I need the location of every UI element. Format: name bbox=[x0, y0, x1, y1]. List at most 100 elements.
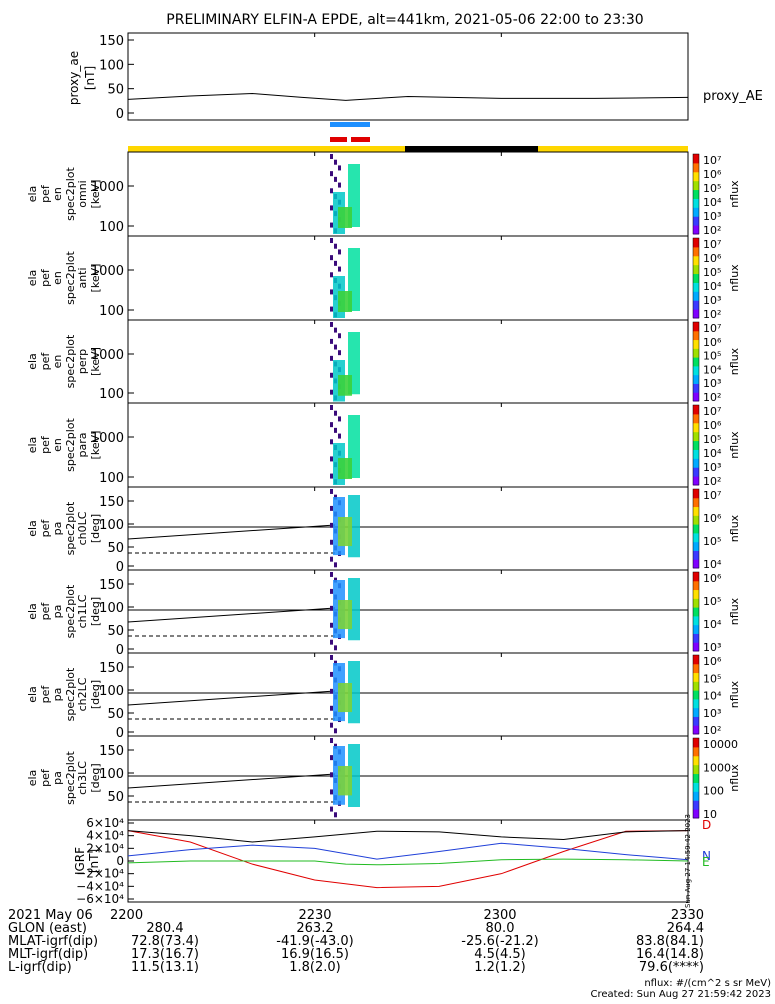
ylabel-line: en bbox=[51, 271, 64, 285]
science-zone-bar-red-2 bbox=[351, 137, 370, 142]
colorbar-label: nflux bbox=[728, 597, 741, 625]
colorbar-tick-label: 10³ bbox=[703, 707, 721, 720]
ytick-label: 50 bbox=[107, 541, 124, 556]
colorbar-tick-label: 10⁵ bbox=[703, 535, 721, 548]
colorbar-segment bbox=[693, 725, 699, 735]
colorbar-segment bbox=[693, 467, 699, 477]
ytick-label: 0 bbox=[116, 107, 124, 122]
spectrogram-patch bbox=[338, 517, 352, 547]
ytick-label: 150 bbox=[99, 578, 124, 593]
spectrogram-speckle bbox=[330, 722, 333, 728]
ytick-label: −4×10⁴ bbox=[76, 879, 124, 893]
ylabel-line: ela bbox=[26, 186, 39, 203]
proxy-ae-legend: proxy_AE bbox=[703, 89, 763, 104]
ylabel-line: en bbox=[51, 187, 64, 201]
spectrogram-speckle bbox=[330, 539, 333, 545]
colorbar-segment bbox=[693, 273, 699, 283]
ytick-label: 6×10⁴ bbox=[86, 816, 124, 830]
loss-cone-line bbox=[127, 524, 336, 540]
spectrogram-speckle bbox=[330, 688, 333, 694]
colorbar-segment bbox=[693, 449, 699, 459]
spectrogram-speckle bbox=[330, 772, 333, 778]
colorbar-frame bbox=[692, 404, 700, 486]
ylabel-line: spec2plot bbox=[64, 418, 77, 472]
ylabel-line: spec2plot bbox=[64, 751, 77, 805]
ylabel-line: [deg] bbox=[89, 680, 102, 709]
ephemeris-row-label: GLON (east) bbox=[8, 921, 87, 936]
igrf-series-line bbox=[127, 858, 689, 866]
ylabel-line: pef bbox=[39, 352, 52, 371]
spectrogram-speckle bbox=[330, 655, 333, 660]
spectrogram-speckle bbox=[330, 188, 333, 194]
colorbar-frame bbox=[692, 237, 700, 319]
spectrogram-patch bbox=[338, 683, 352, 713]
orbit-bar-shadow bbox=[405, 146, 538, 152]
colorbar-segment bbox=[693, 322, 699, 332]
colorbar-tick-label: 10⁴ bbox=[703, 280, 722, 293]
colorbar-segment bbox=[693, 746, 699, 757]
colorbar-tick-label: 10⁵ bbox=[703, 595, 721, 608]
colorbar-frame bbox=[692, 153, 700, 235]
spectrogram-speckle bbox=[330, 439, 333, 445]
igrf-legend-d: D bbox=[702, 818, 711, 832]
colorbar-tick-label: 10³ bbox=[703, 377, 721, 390]
colorbar-tick-label: 10⁶ bbox=[703, 572, 722, 585]
colorbar-tick-label: 10² bbox=[703, 724, 721, 737]
colorbar-segment bbox=[693, 383, 699, 393]
colorbar-segment bbox=[693, 357, 699, 367]
colorbar-label: nflux bbox=[728, 514, 741, 542]
spectrogram-speckle bbox=[330, 238, 333, 243]
time-tick-label: 2230 bbox=[298, 908, 331, 923]
ylabel-line: pa bbox=[51, 522, 64, 536]
spectrogram-speckle bbox=[330, 505, 333, 511]
spectrogram-speckle bbox=[334, 159, 337, 165]
colorbar-tick-label: 10⁴ bbox=[703, 690, 722, 703]
spectrogram-speckle bbox=[330, 272, 333, 278]
colorbar-tick-label: 10⁴ bbox=[703, 196, 722, 209]
ylabel-line: ch1LC bbox=[76, 594, 89, 628]
spectrogram-patch bbox=[338, 375, 352, 396]
date-label: 2021 May 06 bbox=[8, 908, 93, 923]
colorbar-segment bbox=[693, 809, 699, 819]
colorbar-tick-label: 10⁵ bbox=[703, 350, 721, 363]
figure-title: PRELIMINARY ELFIN-A EPDE, alt=441km, 202… bbox=[166, 12, 643, 28]
colorbar-segment bbox=[693, 550, 699, 560]
spectrogram-patch bbox=[338, 458, 352, 479]
igrf-series-line bbox=[127, 842, 689, 861]
colorbar-segment bbox=[693, 707, 699, 717]
spectrogram-speckle bbox=[334, 344, 337, 350]
colorbar-tick-label: 10⁴ bbox=[703, 618, 722, 631]
spectrogram-speckle bbox=[334, 410, 337, 416]
spectrogram-speckle bbox=[330, 556, 333, 562]
colorbar-tick-label: 10⁷ bbox=[703, 405, 721, 418]
colorbar-tick-label: 10⁶ bbox=[703, 336, 722, 349]
spectrogram-speckle bbox=[330, 154, 333, 159]
colorbar-segment bbox=[693, 497, 699, 508]
colorbar-segment bbox=[693, 422, 699, 433]
pa-ch0-frame bbox=[127, 486, 689, 571]
colorbar-segment bbox=[693, 309, 699, 319]
science-zone-bar-blue bbox=[330, 122, 370, 127]
ylabel-line: en bbox=[51, 438, 64, 452]
spectrogram-speckle bbox=[330, 322, 333, 327]
colorbar-tick-label: 10² bbox=[703, 475, 721, 488]
ephemeris-row-label: MLT-igrf(dip) bbox=[8, 947, 88, 962]
spectrogram-speckle bbox=[330, 605, 333, 611]
time-tick-label: 2200 bbox=[110, 908, 143, 923]
colorbar-segment bbox=[693, 162, 699, 173]
spectrogram-speckle bbox=[330, 705, 333, 711]
igrf-legend-n: N bbox=[702, 849, 711, 863]
proxy-ae-frame bbox=[127, 32, 689, 121]
spectrogram-speckle bbox=[330, 489, 333, 494]
spectrogram-speckle bbox=[330, 671, 333, 677]
ephemeris-row-value: 1.2(1.2) bbox=[474, 960, 526, 975]
ytick-label: 100 bbox=[99, 220, 124, 235]
footer-created: Created: Sun Aug 27 21:59:42 2023 bbox=[591, 989, 771, 1000]
spectrogram-patch bbox=[338, 291, 352, 312]
ylabel-line: spec2plot bbox=[64, 334, 77, 388]
ytick-label: 1000 bbox=[91, 264, 124, 279]
en-para-frame bbox=[127, 402, 689, 488]
colorbar-segment bbox=[693, 655, 699, 665]
colorbar-tick-label: 10⁶ bbox=[703, 419, 722, 432]
